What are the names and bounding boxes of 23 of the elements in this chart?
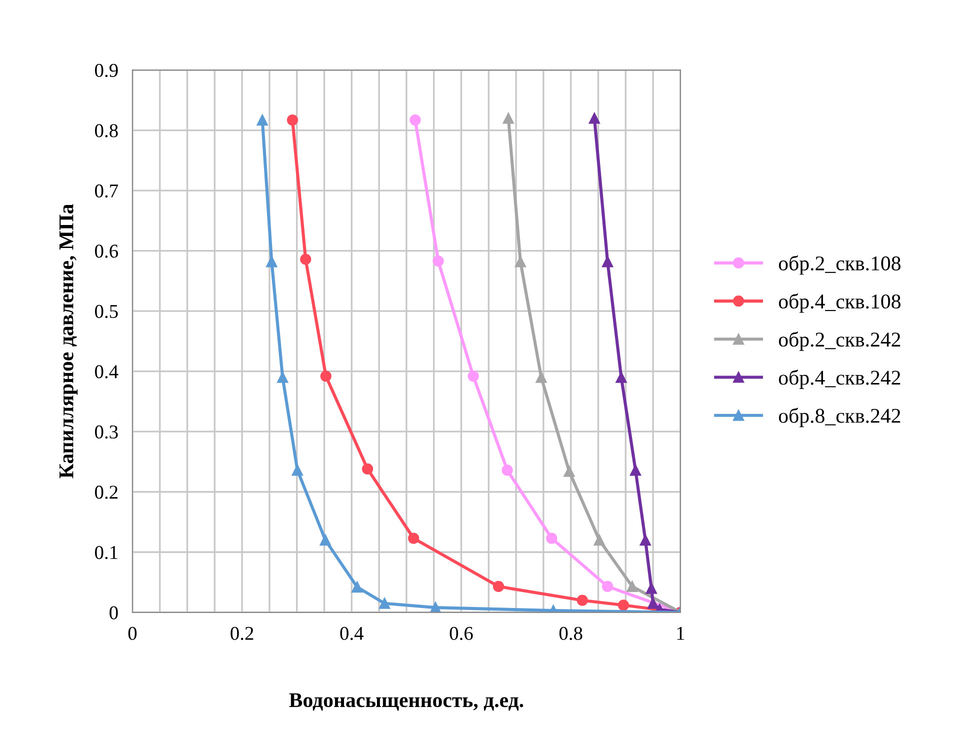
y-axis-title: Капиллярное давление, МПа: [60, 204, 78, 478]
x-axis-title: Водонасыщенность, д.ед.: [289, 693, 524, 711]
y-tick-label: 0.8: [95, 124, 118, 138]
x-tick-label: 0.6: [450, 626, 473, 640]
y-tick-label: 0.5: [95, 304, 118, 318]
y-tick-label: 0.1: [95, 546, 118, 560]
y-tick-label: 0.9: [95, 64, 118, 78]
legend-label: обр.2_скв.242: [778, 332, 900, 351]
y-tick-label: 0.4: [95, 365, 118, 378]
legend-label: обр.4_скв.108: [778, 293, 900, 313]
x-tick-label: 0.2: [230, 626, 254, 640]
y-tick-label: 0: [110, 606, 118, 620]
y-tick-label: 0.6: [95, 244, 118, 258]
x-tick-label: 0.8: [559, 626, 582, 640]
x-tick-label: 0: [128, 626, 137, 640]
x-tick-label: 0.4: [340, 626, 364, 640]
legend-label: обр.8_скв.242: [778, 408, 900, 428]
x-tick-label: 1: [677, 626, 684, 640]
y-tick-label: 0.2: [95, 486, 118, 499]
y-tick-label: 0.3: [95, 425, 118, 439]
y-tick-label: 0.7: [95, 184, 118, 198]
legend-label: обр.4_скв.242: [778, 370, 900, 389]
legend-label: обр.2_скв.108: [778, 255, 900, 275]
